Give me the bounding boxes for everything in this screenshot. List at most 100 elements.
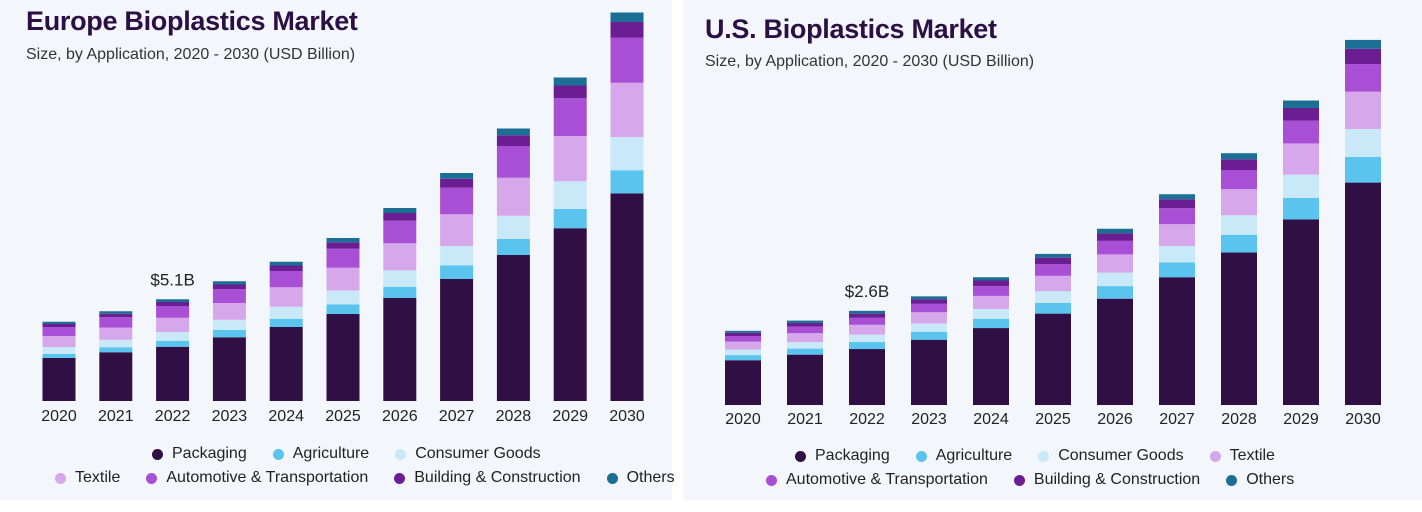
legend-item-others: Others: [606, 469, 675, 487]
legend-label: Building & Construction: [414, 469, 581, 486]
bar-segment-others-2021: [787, 320, 823, 323]
x-tick-label: 2025: [1035, 411, 1071, 428]
bar-segment-consumer-goods-2029: [1283, 174, 1319, 198]
bar-segment-consumer-goods-2024: [973, 308, 1009, 319]
bar-segment-packaging-2030: [610, 193, 644, 401]
bar-segment-agriculture-2023: [911, 331, 947, 340]
bar-segment-agriculture-2027: [1159, 262, 1195, 278]
bar-segment-packaging-2027: [440, 279, 474, 401]
bar-2027: [1159, 194, 1195, 405]
bar-segment-automotive-and-transportation-2029: [1283, 120, 1319, 144]
bar-segment-automotive-and-transportation-2022: [849, 317, 885, 325]
bar-segment-others-2026: [383, 208, 417, 213]
bar-segment-automotive-and-transportation-2020: [42, 327, 76, 336]
bar-2024: [973, 277, 1009, 405]
bar-segment-agriculture-2026: [383, 286, 417, 298]
legend-item-textile: Textile: [55, 469, 120, 487]
bar-segment-packaging-2026: [383, 298, 417, 401]
legend-swatch: [394, 472, 406, 484]
bar-segment-automotive-and-transportation-2023: [911, 303, 947, 313]
bar-segment-others-2021: [99, 311, 133, 314]
legend-swatch: [272, 448, 284, 460]
bar-2025: [1035, 253, 1071, 405]
x-tick-label: 2024: [268, 408, 304, 425]
bar-segment-building-and-construction-2028: [496, 135, 530, 146]
bar-segment-textile-2024: [269, 287, 303, 307]
bar-segment-consumer-goods-2029: [553, 181, 587, 209]
x-tick-label: 2029: [1283, 411, 1319, 428]
legend-row-1: Packaging Agriculture Consumer Goods: [152, 445, 541, 463]
bar-segment-agriculture-2020: [725, 355, 761, 361]
bar-segment-building-and-construction-2025: [1035, 257, 1071, 265]
bar-segment-others-2020: [725, 330, 761, 333]
bar-segment-automotive-and-transportation-2023: [212, 289, 246, 303]
bar-segment-building-and-construction-2022: [849, 313, 885, 318]
bar-2027: [440, 173, 474, 401]
bar-segment-textile-2020: [725, 341, 761, 350]
bar-2023: [212, 281, 246, 401]
chart-subtitle: Size, by Application, 2020 - 2030 (USD B…: [705, 53, 1035, 70]
bar-segment-building-and-construction-2026: [1097, 233, 1133, 241]
bar-segment-automotive-and-transportation-2025: [1035, 264, 1071, 276]
x-tick-label: 2021: [787, 411, 823, 428]
bar-segment-textile-2021: [99, 327, 133, 340]
x-tick-label: 2023: [911, 411, 947, 428]
bar-segment-packaging-2022: [156, 346, 190, 401]
bar-segment-agriculture-2028: [496, 239, 530, 255]
bar-segment-building-and-construction-2022: [156, 302, 190, 306]
bar-segment-building-and-construction-2026: [383, 213, 417, 221]
bar-segment-automotive-and-transportation-2022: [156, 306, 190, 318]
bar-2023: [911, 296, 947, 405]
x-tick-label: 2023: [212, 408, 248, 425]
bar-segment-agriculture-2024: [973, 318, 1009, 329]
bar-segment-textile-2022: [849, 324, 885, 335]
bar-segment-automotive-and-transportation-2026: [1097, 240, 1133, 255]
x-tick-label: 2022: [849, 411, 885, 428]
bar-segment-textile-2025: [1035, 275, 1071, 292]
bar-segment-textile-2027: [440, 214, 474, 246]
bar-segment-textile-2030: [1345, 91, 1381, 129]
bar-segment-building-and-construction-2024: [269, 265, 303, 271]
bar-segment-others-2028: [496, 128, 530, 136]
bar-segment-others-2030: [610, 12, 644, 22]
bar-segment-packaging-2022: [849, 349, 885, 405]
bar-segment-consumer-goods-2026: [383, 270, 417, 287]
legend-swatch: [766, 474, 777, 486]
bar-segment-textile-2025: [326, 267, 360, 291]
bar-segment-consumer-goods-2023: [911, 323, 947, 332]
x-tick-label: 2028: [496, 408, 532, 425]
legend-label: Textile: [1229, 447, 1275, 464]
bar-segment-textile-2023: [911, 312, 947, 324]
bar-segment-packaging-2021: [99, 352, 133, 401]
legend-item-consumer-goods: Consumer Goods: [1038, 447, 1184, 465]
bar-segment-others-2025: [326, 238, 360, 243]
bar-segment-building-and-construction-2029: [553, 85, 587, 99]
x-tick-label: 2022: [155, 408, 191, 425]
bar-segment-packaging-2021: [787, 354, 823, 405]
bar-segment-consumer-goods-2028: [496, 215, 530, 239]
bar-segment-agriculture-2027: [440, 265, 474, 279]
us-chart-panel: U.S. Bioplastics Market Size, by Applica…: [683, 0, 1422, 500]
bar-segment-building-and-construction-2020: [725, 332, 761, 336]
bar-segment-automotive-and-transportation-2021: [787, 326, 823, 334]
value-annotation: $2.6B: [845, 282, 889, 301]
bar-segment-building-and-construction-2030: [1345, 48, 1381, 65]
bar-2026: [1097, 228, 1133, 405]
bar-segment-textile-2029: [1283, 143, 1319, 175]
bar-segment-agriculture-2022: [156, 340, 190, 347]
legend-row-1: Packaging Agriculture Consumer Goods Textil…: [795, 447, 1275, 465]
bar-segment-others-2025: [1035, 253, 1071, 258]
bar-segment-packaging-2025: [1035, 313, 1071, 405]
bar-2024: [269, 261, 303, 401]
bar-segment-others-2029: [553, 77, 587, 86]
legend-swatch: [1038, 450, 1050, 462]
bar-segment-agriculture-2020: [42, 353, 76, 358]
x-tick-label: 2026: [382, 408, 418, 425]
bar-segment-automotive-and-transportation-2027: [440, 187, 474, 215]
bar-segment-consumer-goods-2020: [42, 347, 76, 354]
bar-segment-packaging-2027: [1159, 277, 1195, 405]
bar-segment-building-and-construction-2029: [1283, 107, 1319, 121]
bar-segment-others-2020: [42, 321, 76, 324]
legend-item-automotive-and-transportation: Automotive & Transportation: [146, 469, 368, 487]
bar-segment-building-and-construction-2027: [1159, 199, 1195, 209]
